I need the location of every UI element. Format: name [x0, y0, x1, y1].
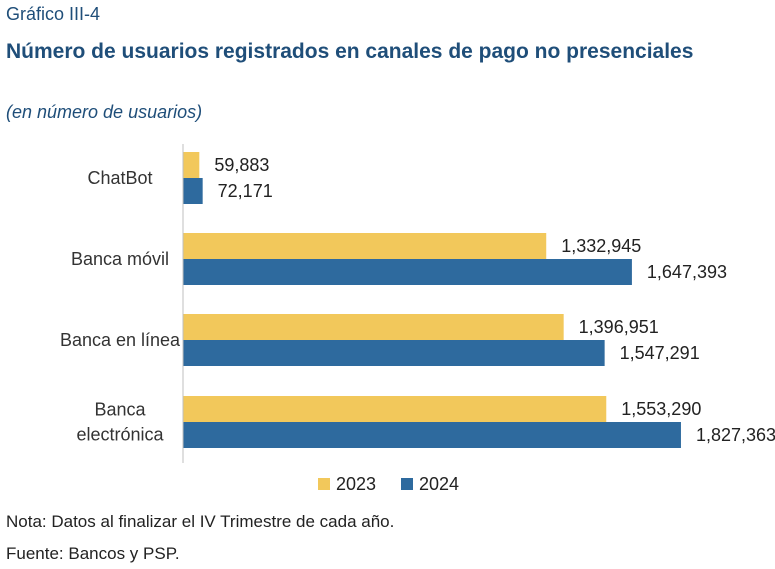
- chart-subtitle: (en número de usuarios): [6, 102, 203, 122]
- legend-swatch-2023: [318, 478, 330, 490]
- category-label: electrónica: [76, 425, 164, 445]
- category-label: Banca móvil: [71, 249, 169, 269]
- legend-label: 2024: [419, 474, 459, 494]
- figure-number: Gráfico III-4: [6, 4, 101, 24]
- bar-chart: ChatBot 59,883 72,171 Banca móvil 1,332,945 1…: [60, 144, 775, 494]
- category-label: Banca: [94, 400, 146, 420]
- chart-source: Fuente: Bancos y PSP.: [6, 544, 180, 563]
- bar-2024-3: [183, 340, 605, 366]
- bar-2023-1: [183, 152, 200, 178]
- category-label: Banca en línea: [60, 330, 181, 350]
- data-label: 1,547,291: [620, 343, 700, 363]
- data-label: 1,553,290: [621, 399, 701, 419]
- category-label: ChatBot: [87, 168, 152, 188]
- data-label: 1,396,951: [579, 317, 659, 337]
- bar-2023-2: [183, 233, 547, 259]
- data-label: 1,332,945: [561, 236, 641, 256]
- data-label: 1,827,363: [696, 425, 775, 445]
- bar-2024-1: [183, 178, 203, 204]
- legend-swatch-2024: [401, 478, 413, 490]
- data-label: 59,883: [214, 155, 269, 175]
- chart-note: Nota: Datos al finalizar el IV Trimestre…: [6, 512, 395, 531]
- data-label: 1,647,393: [647, 262, 727, 282]
- chart-title: Número de usuarios registrados en canale…: [6, 40, 694, 63]
- bar-2023-4: [183, 396, 607, 422]
- legend-label: 2023: [336, 474, 376, 494]
- bar-2023-3: [183, 314, 564, 340]
- data-label: 72,171: [218, 181, 273, 201]
- bar-2024-2: [183, 259, 632, 285]
- bar-2024-4: [183, 422, 681, 448]
